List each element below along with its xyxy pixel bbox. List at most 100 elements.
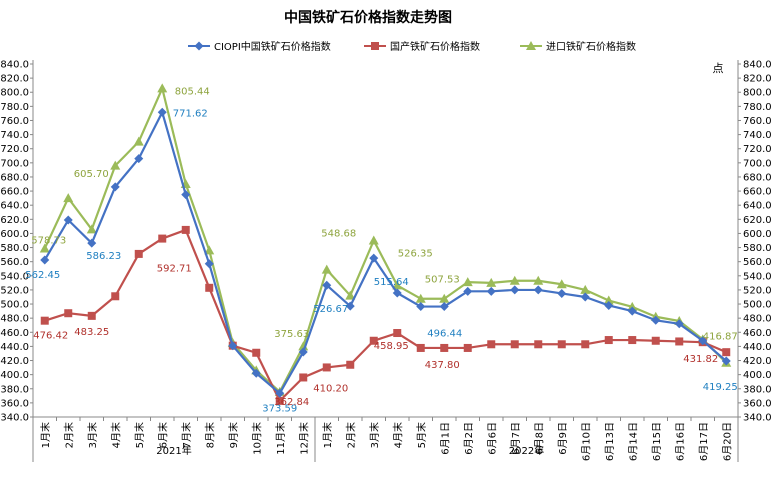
data-label: 578.73: [31, 235, 66, 246]
data-point: [675, 337, 684, 346]
data-point: [275, 396, 284, 405]
data-point: [63, 215, 73, 225]
data-point: [251, 368, 261, 378]
series-line: [43, 87, 728, 393]
data-labels: 562.45 586.23 771.62 373.59 526.67 515.64 496.…: [25, 86, 738, 414]
y-tick-label-right: 660.0: [743, 187, 772, 198]
data-label: 496.44: [427, 329, 462, 340]
y-tick-label-right: 780.0: [743, 102, 772, 113]
data-point: [322, 363, 331, 372]
y-tick-label-left: 560.0: [0, 257, 29, 268]
y-tick-label-right: 640.0: [743, 201, 772, 212]
x-tick-label: 6月6日: [486, 422, 498, 455]
data-point: [463, 343, 472, 352]
data-point: [86, 224, 97, 234]
legend-label: 国产铁矿石价格指数: [390, 40, 480, 53]
x-tick-label: 6月10日: [580, 422, 592, 461]
y-tick-label-right: 480.0: [743, 314, 772, 325]
legend-label: 进口铁矿石价格指数: [546, 40, 636, 53]
data-point: [228, 341, 238, 351]
y-tick-label-left: 720.0: [0, 144, 29, 155]
y-tick-label-left: 340.0: [0, 413, 29, 424]
data-point: [651, 315, 661, 325]
data-point: [157, 107, 167, 117]
x-tick-label: 6月8日: [533, 422, 545, 455]
y-tick-label-left: 480.0: [0, 314, 29, 325]
data-point: [628, 336, 637, 345]
data-label: 373.59: [262, 403, 297, 414]
data-point: [321, 264, 332, 274]
y-tick-label-left: 460.0: [0, 328, 29, 339]
y-tick-label-right: 380.0: [743, 384, 772, 395]
data-point: [486, 286, 496, 296]
data-label: 507.53: [425, 275, 460, 286]
y-unit-label: 点: [713, 62, 724, 75]
data-point: [87, 238, 97, 248]
x-tick-label: 9月末: [227, 422, 240, 448]
chart-title: 中国铁矿石价格指数走势图: [284, 9, 452, 26]
x-tick-label: 6月13日: [604, 422, 616, 461]
x-tick-label: 6月16日: [674, 422, 686, 461]
y-tick-label-left: 800.0: [0, 88, 29, 99]
data-point: [63, 193, 74, 203]
legend-marker: [371, 42, 379, 50]
data-label: 419.25: [703, 382, 738, 393]
data-point: [627, 306, 637, 316]
data-point: [322, 280, 332, 290]
y-tick-label-right: 800.0: [743, 88, 772, 99]
x-tick-label: 6月15日: [651, 422, 663, 461]
data-label: 375.63: [274, 329, 309, 340]
group-label: 2021年: [156, 444, 191, 457]
data-label: 771.62: [173, 108, 208, 119]
data-point: [580, 292, 590, 302]
y-tick-label-left: 600.0: [0, 229, 29, 240]
data-label: 592.71: [157, 264, 192, 275]
y-tick-label-right: 820.0: [743, 74, 772, 85]
data-point: [87, 311, 96, 320]
data-label: 526.35: [398, 248, 433, 259]
x-tick-label: 6月1日: [439, 422, 451, 455]
legend-item: 进口铁矿石价格指数: [520, 40, 636, 53]
x-tick-label: 4月末: [109, 422, 122, 448]
x-tick-label: 12月末: [297, 422, 310, 455]
y-tick-label-left: 620.0: [0, 215, 29, 226]
data-label: 410.20: [313, 383, 348, 394]
data-point: [463, 286, 473, 296]
data-point: [40, 316, 49, 325]
y-tick-label-left: 840.0: [0, 60, 29, 71]
data-point: [580, 284, 591, 294]
data-point: [346, 360, 355, 369]
data-label: 437.80: [425, 360, 460, 371]
y-tick-label-left: 400.0: [0, 370, 29, 381]
series-line: [44, 228, 727, 402]
y-tick-label-right: 340.0: [743, 413, 772, 424]
x-tick-label: 2月末: [344, 422, 357, 448]
data-point: [369, 253, 379, 263]
data-label: 548.68: [321, 229, 356, 240]
data-point: [345, 290, 356, 300]
data-point: [39, 243, 50, 253]
data-label: 526.67: [313, 304, 348, 315]
x-tick-label: 6月17日: [698, 422, 710, 461]
data-point: [462, 277, 473, 287]
data-point: [603, 295, 614, 305]
x-tick-label: 11月末: [274, 422, 287, 455]
data-point: [557, 340, 566, 349]
data-point: [581, 340, 590, 349]
data-point: [157, 83, 168, 93]
data-point: [439, 302, 449, 312]
y-tick-label-right: 500.0: [743, 300, 772, 311]
legend-marker: [194, 41, 204, 51]
data-label: 515.64: [374, 277, 409, 288]
data-point: [604, 300, 614, 310]
x-tick-label: 3月末: [368, 422, 381, 448]
y-tick-label-right: 360.0: [743, 398, 772, 409]
y-tick-label-right: 400.0: [743, 370, 772, 381]
y-tick-label-left: 360.0: [0, 398, 29, 409]
legend-item: CIOPI中国铁矿石价格指数: [188, 40, 331, 53]
data-point: [534, 340, 543, 349]
data-point: [181, 225, 190, 234]
data-point: [158, 234, 167, 243]
data-point: [40, 255, 50, 265]
data-point: [627, 301, 638, 311]
